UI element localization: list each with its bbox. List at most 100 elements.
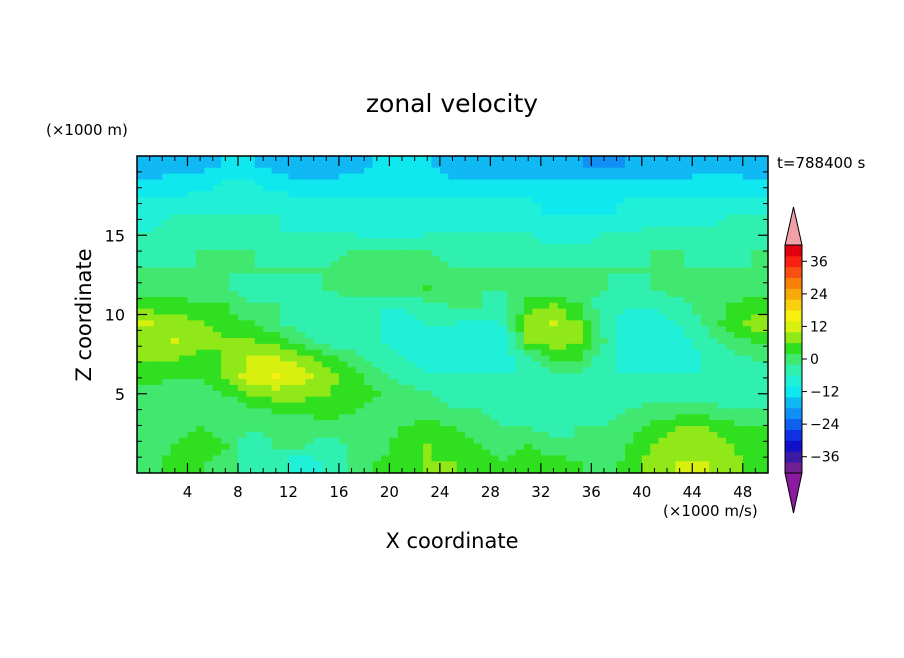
heatmap-cell	[709, 408, 719, 415]
heatmap-cell	[246, 226, 256, 233]
heatmap-cell	[313, 296, 323, 304]
heatmap-cell	[734, 379, 744, 386]
heatmap-cell	[338, 437, 348, 445]
heatmap-cell	[204, 320, 214, 327]
heatmap-cell	[524, 291, 534, 298]
heatmap-cell	[456, 232, 466, 239]
heatmap-cell	[263, 390, 273, 398]
heatmap-cell	[389, 320, 399, 327]
heatmap-cell	[364, 402, 374, 410]
heatmap-cell	[355, 261, 365, 269]
heatmap-cell	[229, 302, 239, 310]
heatmap-cell	[540, 467, 550, 473]
heatmap-cell	[683, 167, 693, 175]
heatmap-cell	[170, 355, 180, 363]
heatmap-cell	[187, 285, 197, 292]
heatmap-cell	[524, 396, 534, 404]
heatmap-cell	[439, 214, 449, 222]
heatmap-cell	[330, 291, 340, 298]
heatmap-cell	[364, 191, 374, 198]
heatmap-cell	[540, 332, 550, 339]
heatmap-cell	[179, 226, 189, 233]
heatmap-cell	[633, 296, 643, 304]
heatmap-cell	[582, 343, 592, 351]
heatmap-cell	[296, 326, 306, 333]
heatmap-cell	[675, 226, 685, 233]
heatmap-cell	[305, 291, 315, 298]
heatmap-cell	[406, 273, 416, 280]
heatmap-cell	[582, 226, 592, 233]
heatmap-cell	[641, 185, 651, 192]
heatmap-cell	[137, 332, 147, 339]
heatmap-cell	[439, 390, 449, 398]
heatmap-cell	[532, 379, 542, 386]
heatmap-cell	[700, 296, 710, 304]
heatmap-cell	[254, 326, 264, 333]
heatmap-cell	[338, 273, 348, 280]
heatmap-cell	[507, 255, 517, 263]
heatmap-cell	[406, 191, 416, 198]
heatmap-cell	[153, 461, 163, 468]
heatmap-cell	[423, 161, 433, 169]
heatmap-cell	[187, 267, 197, 275]
heatmap-cell	[465, 308, 475, 316]
heatmap-cell	[734, 273, 744, 280]
heatmap-cell	[414, 337, 424, 345]
heatmap-cell	[263, 185, 273, 192]
heatmap-cell	[650, 267, 660, 275]
heatmap-cell	[751, 285, 761, 292]
heatmap-cell	[709, 455, 719, 462]
heatmap-cell	[734, 443, 744, 451]
heatmap-cell	[725, 273, 735, 280]
heatmap-cell	[389, 449, 399, 456]
heatmap-cell	[296, 431, 306, 439]
heatmap-cell	[212, 232, 222, 239]
heatmap-cell	[397, 420, 407, 427]
heatmap-cell	[566, 255, 576, 263]
heatmap-cell	[372, 332, 382, 339]
heatmap-cell	[305, 156, 315, 163]
heatmap-cell	[549, 355, 559, 363]
heatmap-cell	[725, 197, 735, 204]
heatmap-cell	[305, 326, 315, 333]
heatmap-cell	[414, 279, 424, 286]
heatmap-cell	[263, 238, 273, 245]
heatmap-cell	[330, 197, 340, 204]
heatmap-cell	[658, 420, 668, 427]
heatmap-cell	[465, 320, 475, 327]
heatmap-cell	[524, 443, 534, 451]
heatmap-cell	[179, 443, 189, 451]
heatmap-cell	[557, 267, 567, 275]
heatmap-cell	[566, 279, 576, 286]
heatmap-cell	[683, 355, 693, 363]
heatmap-cell	[742, 379, 752, 386]
heatmap-cell	[675, 261, 685, 269]
heatmap-cell	[305, 431, 315, 439]
colorbar-tick-label: 36	[810, 254, 828, 270]
heatmap-cell	[372, 202, 382, 210]
heatmap-cell	[675, 244, 685, 251]
heatmap-cell	[692, 244, 702, 251]
heatmap-cell	[641, 426, 651, 433]
heatmap-cell	[608, 402, 618, 410]
heatmap-cell	[263, 408, 273, 415]
heatmap-cell	[751, 232, 761, 239]
heatmap-cell	[187, 414, 197, 421]
heatmap-cell	[389, 332, 399, 339]
heatmap-cell	[296, 249, 306, 257]
heatmap-cell	[624, 337, 634, 345]
heatmap-cell	[532, 167, 542, 175]
heatmap-cell	[246, 426, 256, 433]
heatmap-cell	[212, 249, 222, 257]
heatmap-cell	[650, 308, 660, 316]
heatmap-cell	[658, 220, 668, 228]
heatmap-cell	[692, 332, 702, 339]
heatmap-cell	[473, 437, 483, 445]
heatmap-cell	[322, 197, 332, 204]
heatmap-cell	[700, 302, 710, 310]
heatmap-cell	[313, 249, 323, 257]
heatmap-cell	[473, 367, 483, 374]
heatmap-cell	[347, 291, 357, 298]
heatmap-cell	[557, 314, 567, 321]
heatmap-cell	[734, 420, 744, 427]
